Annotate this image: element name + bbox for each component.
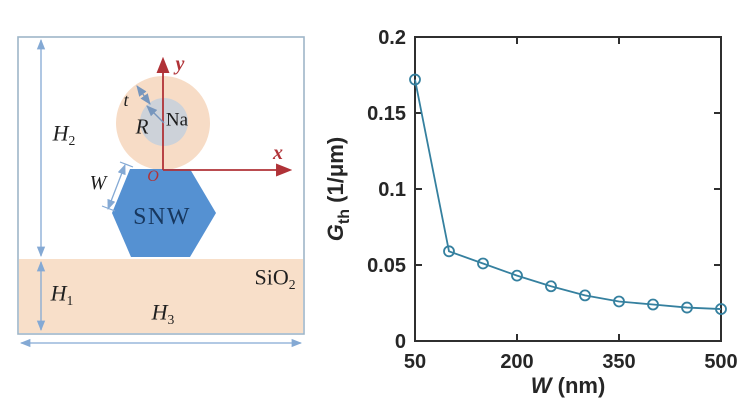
data-point-marker <box>409 73 421 86</box>
data-point-marker <box>647 298 659 311</box>
y-tick-label: 0.15 <box>367 103 406 125</box>
width-label: W <box>89 172 107 194</box>
data-point-marker <box>681 301 693 314</box>
x-axis-label: x <box>273 142 283 164</box>
thickness-label: t <box>123 90 129 110</box>
y-tick-label: 0 <box>395 331 406 353</box>
w-dimension-cap-bottom <box>101 205 116 212</box>
h3-label: H3 <box>151 299 175 328</box>
y-axis-label: y <box>175 53 185 75</box>
thickness-arrow <box>136 85 151 105</box>
data-point-marker <box>715 303 727 315</box>
y-tick-label: 0.1 <box>378 179 406 201</box>
radius-label: R <box>135 114 149 139</box>
x-tick-label: 500 <box>704 351 737 373</box>
w-dimension-arrow <box>107 164 126 210</box>
plot-frame <box>414 36 722 342</box>
w-dimension-cap-top <box>119 161 134 168</box>
y-tick-label: 0.05 <box>367 255 406 277</box>
y-tick-label: 0.2 <box>378 27 406 49</box>
gth-line <box>414 79 722 310</box>
chart-x-label: W (nm) <box>531 373 606 398</box>
chart-y-label: Gth (1/μm) <box>323 137 353 241</box>
radius-arrow <box>146 105 165 124</box>
h2-label: H2 <box>52 120 76 149</box>
x-tick-label: 50 <box>404 351 426 373</box>
data-point-marker <box>477 257 489 270</box>
data-point-marker <box>613 295 625 308</box>
data-point-marker <box>443 245 455 258</box>
x-tick-label: 350 <box>602 351 635 373</box>
data-point-marker <box>579 289 591 302</box>
x-tick-label: 200 <box>500 351 533 373</box>
sio2-label: SiO2 <box>254 264 296 293</box>
snw-label: SNW <box>133 204 191 230</box>
data-point-marker <box>545 280 557 293</box>
data-point-marker <box>511 269 523 282</box>
na-label: Na <box>165 109 189 131</box>
cladding-circle <box>116 76 210 170</box>
h1-label: H1 <box>50 280 74 309</box>
origin-label: O <box>147 168 159 185</box>
